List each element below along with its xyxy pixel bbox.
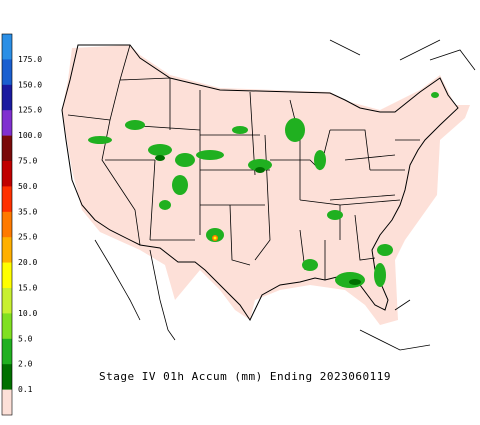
legend-swatch (2, 262, 12, 289)
legend-swatch (2, 34, 12, 60)
legend-label: 5.0 (18, 334, 33, 343)
legend-label: 35.0 (18, 207, 37, 216)
legend-label: 50.0 (18, 182, 37, 191)
legend-label: 20.0 (18, 258, 37, 267)
legend-swatch (2, 135, 12, 162)
legend-swatch (2, 313, 12, 340)
legend-swatch (2, 237, 12, 263)
country-outline (61, 44, 459, 322)
legend-swatch (2, 211, 12, 238)
legend-label: 15.0 (18, 284, 37, 293)
coastlines (94, 39, 476, 351)
legend-swatch (2, 338, 12, 365)
legend-label: 75.0 (18, 157, 37, 166)
state-borders (67, 44, 420, 280)
legend-label: 0.1 (18, 385, 33, 394)
map (61, 39, 476, 351)
precipitation (88, 92, 439, 288)
legend-swatch (2, 186, 12, 213)
legend-label: 175.0 (18, 55, 42, 64)
legend-label: 2.0 (18, 360, 33, 369)
legend-swatch (2, 364, 12, 390)
legend-label: 150.0 (18, 80, 42, 89)
legend-label: 100.0 (18, 131, 42, 140)
radar-coverage (62, 45, 470, 325)
legend-label: 25.0 (18, 233, 37, 242)
legend-swatch (2, 288, 12, 314)
legend: 175.0 150.0 125.0 100.0 75.0 50.0 35.0 25.0 20.0… (1, 33, 42, 416)
map-title: Stage IV 01h Accum (mm) Ending 202306011… (99, 370, 391, 383)
legend-swatch (2, 110, 12, 136)
legend-swatch (2, 59, 12, 86)
legend-label: 125.0 (18, 106, 42, 115)
legend-swatch (2, 84, 12, 111)
legend-frame (1, 33, 13, 416)
legend-swatch (2, 389, 12, 416)
legend-label: 10.0 (18, 309, 37, 318)
legend-swatch (2, 161, 12, 187)
